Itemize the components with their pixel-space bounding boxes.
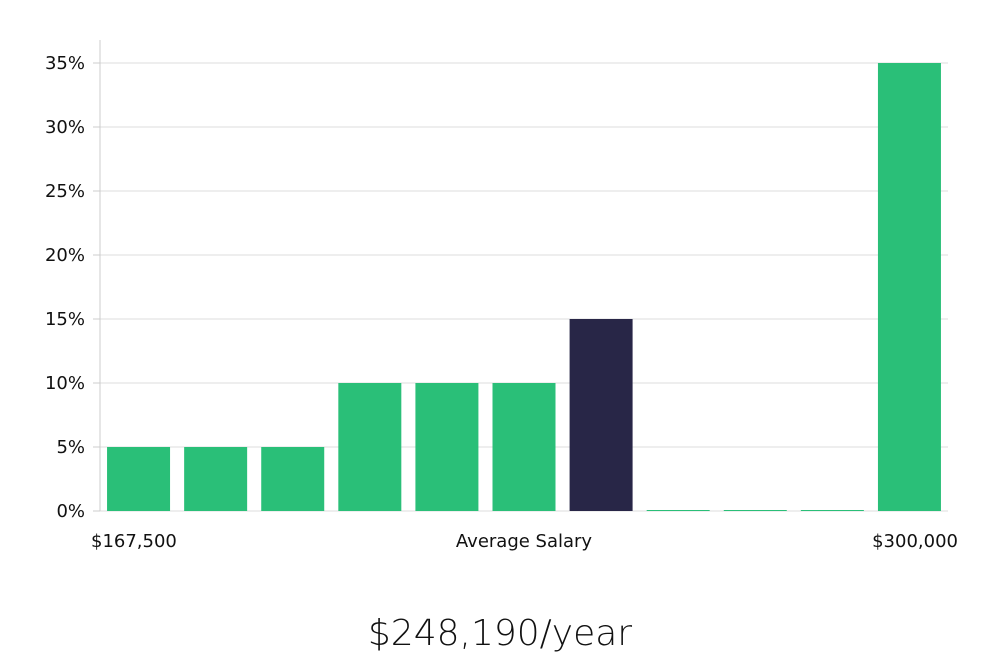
y-axis-tick-label: 35% [45, 53, 85, 74]
salary-bar [261, 447, 325, 511]
salary-bar [800, 510, 864, 511]
bar-layer [107, 63, 941, 511]
y-axis-tick-label: 10% [45, 373, 85, 394]
salary-bar [338, 383, 402, 511]
salary-bar [492, 383, 556, 511]
salary-bar [107, 447, 171, 511]
highlighted-salary-bar [569, 319, 633, 511]
average-salary-value: $248,190/year [367, 613, 633, 654]
x-axis-title: Average Salary [456, 531, 593, 552]
salary-bar [415, 383, 479, 511]
y-axis-tick-label: 15% [45, 309, 85, 330]
salary-bar [646, 510, 710, 511]
y-axis-tick-label: 20% [45, 245, 85, 266]
y-axis-tick-label: 30% [45, 117, 85, 138]
axis-layer: 0% 5% 10% 15% 20% 25% 30% 35% [45, 40, 101, 522]
histogram-chart: 0% 5% 10% 15% 20% 25% 30% 35% $167,500 Average … [45, 40, 958, 552]
x-axis-max-label: $300,000 [872, 531, 958, 552]
salary-bar [184, 447, 248, 511]
label-layer: $167,500 Average Salary $300,000 [91, 531, 958, 552]
y-axis-tick-label: 25% [45, 181, 85, 202]
x-axis-min-label: $167,500 [91, 531, 177, 552]
y-axis-tick-label: 0% [56, 501, 85, 522]
salary-bar [723, 510, 787, 511]
salary-bar [877, 63, 941, 511]
y-axis-tick-label: 5% [56, 437, 85, 458]
